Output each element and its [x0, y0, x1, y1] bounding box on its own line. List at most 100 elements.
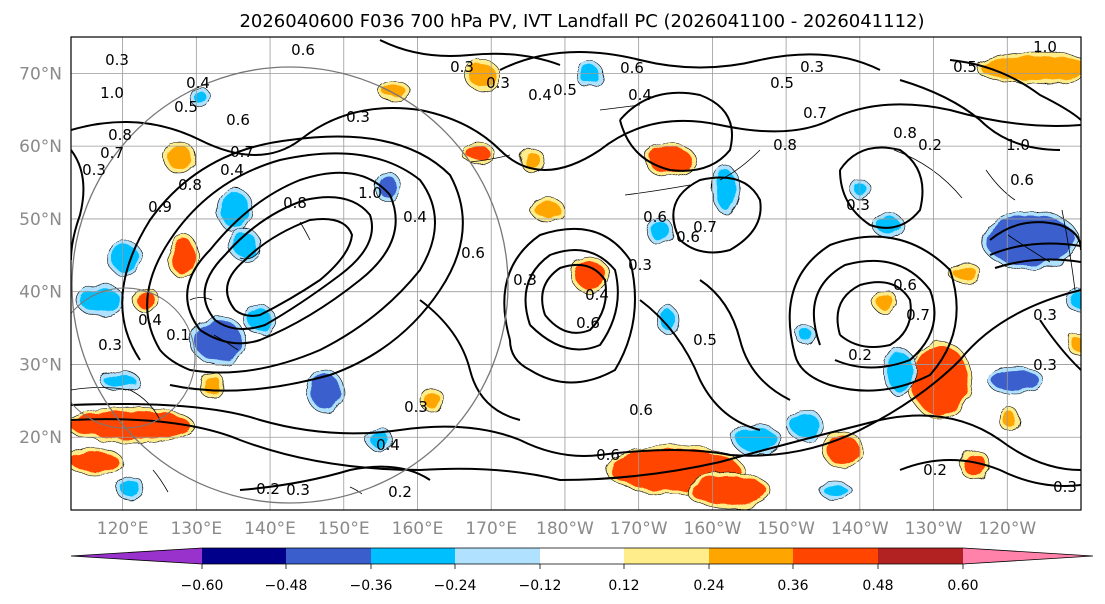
colorbar-swatch [71, 548, 202, 564]
contour-label: 0.6 [629, 401, 653, 419]
contour-label: 0.3 [846, 196, 870, 214]
contour-label: 0.6 [226, 111, 250, 129]
shading-patch [469, 63, 495, 87]
shading-patch [827, 435, 859, 465]
colorbar-tick-label: −0.48 [265, 578, 308, 594]
shading-patch [991, 370, 1039, 390]
shading-patch [953, 267, 977, 279]
contour-label: 0.6 [596, 446, 620, 464]
contour-label: 0.6 [291, 41, 315, 59]
pv-contour [524, 249, 619, 351]
pv-contour [899, 459, 1081, 487]
contour-label: 0.6 [461, 244, 485, 262]
lon-tick-label: 140°E [244, 519, 296, 539]
pv-contour [899, 79, 1061, 151]
contour-label: 0.4 [403, 208, 427, 226]
shading-patch [791, 413, 819, 437]
contour-label: 0.2 [848, 346, 872, 364]
colorbar-tick-label: 0.60 [947, 578, 978, 594]
lat-tick-label: 70°N [19, 64, 62, 84]
lat-tick-label: 40°N [19, 283, 62, 303]
contour-label: 0.8 [178, 176, 202, 194]
colorbar-tick-label: −0.60 [181, 578, 224, 594]
colorbar-swatch [540, 548, 624, 564]
contour-label-layer: 0.6 0.3 1.0 0.3 0.4 0.5 0.7 0.8 0.9 0.6 0.4 0.5 0.3 0… [82, 38, 1077, 501]
shading-patch [661, 310, 675, 330]
contour-label: 0.6 [676, 228, 700, 246]
shading-patch [716, 170, 736, 210]
latitude-axis: 20°N 30°N 40°N 50°N 60°N 70°N [19, 64, 62, 448]
contour-label: 0.7 [230, 143, 254, 161]
pv-contour [146, 152, 436, 374]
contour-label: 0.3 [404, 398, 428, 416]
contour-label: 0.7 [906, 306, 930, 324]
shading-patch [168, 146, 192, 170]
contour-label: 1.0 [1006, 136, 1030, 154]
shading-patch [980, 56, 1081, 80]
shading-patch [877, 294, 893, 310]
pv-contour [226, 218, 354, 317]
pv-contour [812, 259, 936, 369]
shading-patch [120, 480, 140, 496]
shading-patch [690, 476, 766, 504]
contour-label: 0.5 [553, 81, 577, 99]
lon-tick-label: 140°W [831, 519, 889, 539]
colorbar: −0.60 −0.48 −0.36 −0.24 −0.12 0.12 0.24 0.36 0.4… [70, 547, 1094, 594]
contour-label: 0.3 [513, 271, 537, 289]
colorbar-tick-label: 0.24 [693, 578, 724, 594]
lon-tick-label: 160°E [392, 519, 444, 539]
lon-tick-label: 130°E [170, 519, 222, 539]
contour-label: 0.5 [770, 74, 794, 92]
pv-contour [419, 299, 521, 421]
lon-tick-label: 170°W [610, 519, 668, 539]
colorbar-tick-label: 0.12 [608, 578, 639, 594]
contour-label: 0.1 [166, 326, 190, 344]
contour-label: 0.5 [953, 58, 977, 76]
colorbar-swatch [793, 548, 878, 564]
shading-patch [1072, 338, 1081, 352]
shading-patch [80, 288, 120, 312]
pv-contours [71, 39, 1081, 491]
colorbar-swatch [963, 548, 1093, 564]
longitude-axis: 120°E 130°E 140°E 150°E 160°E 170°E 180°W 170°W… [97, 519, 1037, 539]
shading-patch [171, 238, 195, 274]
shading-patch [112, 244, 138, 272]
contour-label: 0.3 [105, 51, 129, 69]
contour-label: 0.3 [486, 74, 510, 92]
contour-label: 0.3 [98, 336, 122, 354]
shading-patch [535, 202, 561, 218]
lon-tick-label: 160°W [684, 519, 742, 539]
contour-label: 0.3 [628, 256, 652, 274]
shading-patch [963, 455, 987, 475]
pv-contour [836, 281, 912, 348]
contour-label: 0.6 [620, 59, 644, 77]
shading-patch [71, 452, 119, 472]
pv-contour [788, 235, 958, 392]
map-area [71, 37, 1081, 510]
contour-label: 0.9 [148, 198, 172, 216]
contour-label: 0.6 [643, 208, 667, 226]
lon-tick-label: 180°W [536, 519, 594, 539]
shading-patch [466, 146, 490, 160]
coastlines [71, 104, 1076, 495]
contour-label: 0.5 [693, 331, 717, 349]
pv-contour [639, 299, 761, 431]
pv-contour [71, 149, 85, 261]
contour-label: 0.5 [174, 98, 198, 116]
colorbar-tick-label: −0.24 [434, 578, 477, 594]
colorbar-swatch [709, 548, 793, 564]
contour-label: 0.4 [220, 161, 244, 179]
shading-patch [1070, 292, 1081, 308]
pv-contour [379, 39, 561, 66]
contour-label: 0.3 [1053, 478, 1077, 496]
pv-contour [186, 171, 397, 345]
pv-contour [203, 196, 373, 330]
shading-patch [370, 433, 390, 447]
contour-label: 0.7 [803, 104, 827, 122]
lat-tick-label: 30°N [19, 355, 62, 375]
contour-label: 0.8 [773, 136, 797, 154]
ivt-pc-shading [71, 51, 1081, 509]
pv-contour [949, 59, 1081, 121]
contour-label: 0.4 [376, 436, 400, 454]
